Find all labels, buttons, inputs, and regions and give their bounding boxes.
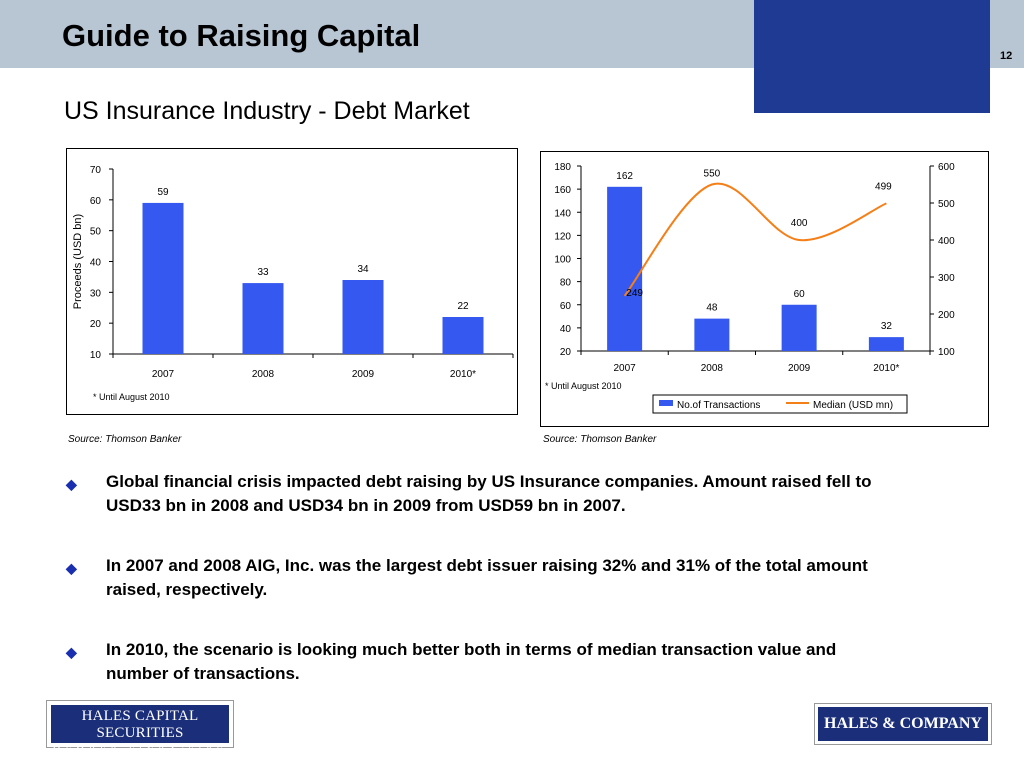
legend-label-median: Median (USD mn) <box>813 400 893 411</box>
transactions-data-label: 162 <box>616 171 633 182</box>
y-tick-label: 60 <box>560 301 572 312</box>
y-tick-label: 180 <box>554 162 571 173</box>
x-tick-label: 2010* <box>873 363 899 374</box>
y2-tick-label: 300 <box>938 273 955 284</box>
logo-right-name: HALES & COMPANY <box>818 707 988 741</box>
x-tick-label: 2010* <box>450 369 476 380</box>
bullet-list: ◆ Global financial crisis impacted debt r… <box>62 470 902 722</box>
bullet-text: In 2010, the scenario is looking much be… <box>106 640 837 683</box>
x-tick-label: 2009 <box>352 369 375 380</box>
y-tick-label: 50 <box>90 227 102 238</box>
chart-note: * Until August 2010 <box>545 381 622 391</box>
y-tick-label: 80 <box>560 278 572 289</box>
transactions-bar-2010 <box>868 337 904 351</box>
bullet-item: ◆ Global financial crisis impacted debt r… <box>62 470 902 518</box>
bar-2007 <box>142 202 184 354</box>
y-tick-label: 70 <box>90 165 102 176</box>
median-data-label: 400 <box>791 218 808 229</box>
transactions-data-label: 32 <box>881 321 893 332</box>
bullet-item: ◆ In 2007 and 2008 AIG, Inc. was the larg… <box>62 554 902 602</box>
legend-swatch-transactions <box>659 400 673 406</box>
y2-tick-label: 200 <box>938 310 955 321</box>
header-accent-block <box>754 0 990 113</box>
source-right: Source: Thomson Banker <box>543 434 657 445</box>
x-tick-label: 2008 <box>701 363 724 374</box>
transactions-bar-2007 <box>607 186 643 351</box>
hales-capital-securities-logo: HALES CAPITAL SECURITIES MEMBER FINRA/SI… <box>46 700 234 755</box>
diamond-icon: ◆ <box>66 476 77 492</box>
x-tick-label: 2007 <box>152 369 175 380</box>
bullet-item: ◆ In 2010, the scenario is looking much b… <box>62 638 902 686</box>
transactions-bar-2009 <box>781 304 817 351</box>
slide-subtitle: US Insurance Industry - Debt Market <box>64 97 470 125</box>
proceeds-chart-frame: 10 20 30 40 50 60 70 59 2007 33 2008 34 2009 22 2010* P… <box>66 148 518 415</box>
transactions-bar-2008 <box>694 318 730 351</box>
legend-box <box>652 394 908 414</box>
y-tick-label: 40 <box>560 324 572 335</box>
logo-left-tagline: MEMBER FINRA/SIPC <box>52 745 228 755</box>
logo-left-name: HALES CAPITAL SECURITIES <box>81 708 199 741</box>
y-tick-label: 10 <box>90 350 102 361</box>
transactions-chart-frame: 20 40 60 80 100 120 140 160 180 100 200 300 400 500 60… <box>540 151 989 427</box>
y-axis-label: Proceeds (USD bn) <box>72 214 84 309</box>
y-tick-label: 100 <box>554 255 571 266</box>
bar-data-label: 34 <box>357 264 369 275</box>
y-tick-label: 60 <box>90 196 102 207</box>
diamond-icon: ◆ <box>66 644 77 660</box>
transactions-data-label: 48 <box>706 303 718 314</box>
hales-company-logo: HALES & COMPANY <box>814 703 992 745</box>
y2-tick-label: 600 <box>938 162 955 173</box>
y2-tick-label: 500 <box>938 199 955 210</box>
bar-data-label: 33 <box>257 267 269 278</box>
bullet-text: Global financial crisis impacted debt ra… <box>106 472 872 515</box>
bar-2009 <box>342 280 384 354</box>
y-tick-label: 20 <box>90 319 102 330</box>
median-data-label: 499 <box>875 181 892 192</box>
y-tick-label: 30 <box>90 288 102 299</box>
bar-data-label: 59 <box>157 187 169 198</box>
page-title: Guide to Raising Capital <box>62 18 421 53</box>
source-left: Source: Thomson Banker <box>68 434 182 445</box>
y-tick-label: 20 <box>560 347 572 358</box>
page-number: 12 <box>1000 50 1013 62</box>
y-tick-label: 160 <box>554 185 571 196</box>
x-tick-label: 2009 <box>788 363 811 374</box>
legend-label-transactions: No.of Transactions <box>677 400 760 411</box>
median-data-label: 249 <box>626 288 643 299</box>
proceeds-chart: 10 20 30 40 50 60 70 59 2007 33 2008 34 2009 22 2010* P… <box>72 165 514 402</box>
chart-note: * Until August 2010 <box>93 392 170 402</box>
bar-data-label: 22 <box>457 301 469 312</box>
transactions-data-label: 60 <box>794 289 806 300</box>
bullet-text: In 2007 and 2008 AIG, Inc. was the large… <box>106 556 868 599</box>
y2-tick-label: 100 <box>938 347 955 358</box>
y-tick-label: 120 <box>554 231 571 242</box>
y-tick-label: 140 <box>554 208 571 219</box>
transactions-chart: 20 40 60 80 100 120 140 160 180 100 200 300 400 500 60… <box>545 162 955 414</box>
x-tick-label: 2007 <box>614 363 637 374</box>
y-tick-label: 40 <box>90 258 102 269</box>
median-line <box>623 182 887 297</box>
median-data-label: 550 <box>704 169 721 180</box>
bar-2010 <box>442 317 484 354</box>
diamond-icon: ◆ <box>66 560 77 576</box>
y2-tick-label: 400 <box>938 236 955 247</box>
x-tick-label: 2008 <box>252 369 275 380</box>
bar-2008 <box>242 283 284 354</box>
